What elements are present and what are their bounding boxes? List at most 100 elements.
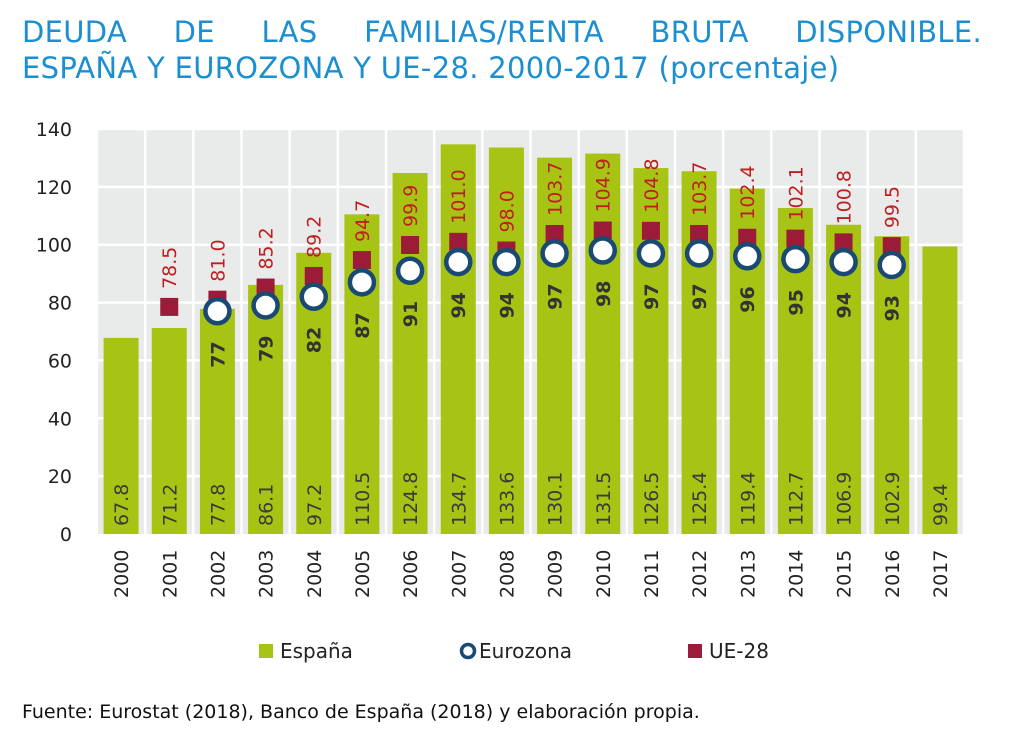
bar-espana [922, 246, 958, 534]
ue28-value-label: 101.0 [448, 169, 470, 223]
legend-swatch-eurozona [459, 642, 477, 660]
y-tick-label: 60 [48, 350, 72, 372]
ue28-value-label: 99.9 [400, 185, 422, 227]
ue28-marker [160, 297, 179, 316]
ue28-marker [593, 221, 612, 240]
eurozona-marker [347, 268, 377, 297]
bar-value-label: 124.8 [400, 472, 422, 526]
bar-value-label: 67.8 [111, 484, 133, 526]
eurozona-marker [829, 247, 858, 277]
eurozona-marker [492, 247, 521, 277]
bar-value-label: 130.1 [545, 472, 567, 526]
ue28-value-label: 78.5 [159, 247, 181, 289]
ue28-value-label: 104.8 [641, 158, 663, 212]
ue28-value-label: 98.0 [496, 190, 518, 232]
ue28-value-label: 99.5 [882, 186, 904, 228]
eurozona-marker [684, 239, 714, 268]
bar-espana [151, 328, 187, 534]
bar-value-label: 99.4 [930, 484, 952, 526]
ue28-marker [545, 225, 564, 244]
eurozona-value-label: 97 [689, 283, 711, 309]
eurozona-marker [251, 291, 280, 320]
ue28-value-label: 102.4 [737, 165, 759, 219]
y-tick-label: 20 [48, 466, 72, 488]
eurozona-marker [444, 247, 473, 277]
eurozona-value-label: 87 [352, 312, 374, 338]
bar-espana [488, 147, 524, 534]
eurozona-value-label: 95 [785, 289, 807, 315]
x-tick-label: 2005 [352, 550, 374, 598]
x-tick-label: 2010 [593, 550, 615, 598]
x-tick-label: 2013 [737, 550, 759, 598]
eurozona-value-label: 82 [304, 327, 326, 353]
eurozona-value-label: 94 [448, 292, 470, 318]
ue28-marker [882, 237, 901, 256]
ue28-value-label: 102.1 [785, 166, 807, 220]
ue28-marker [449, 232, 468, 251]
x-tick-label: 2003 [256, 550, 278, 598]
eurozona-value-label: 97 [545, 283, 567, 309]
ue28-marker [834, 233, 853, 252]
ue28-value-label: 104.9 [593, 158, 615, 212]
eurozona-marker [299, 282, 328, 312]
bar-espana [199, 308, 235, 534]
x-tick-label: 2011 [641, 550, 663, 598]
ue28-value-label: 81.0 [207, 239, 229, 281]
eurozona-marker [781, 244, 810, 274]
eurozona-value-label: 97 [641, 283, 663, 309]
chart-title: DEUDA DE LAS FAMILIAS/RENTA BRUTA DISPON… [22, 14, 982, 86]
eurozona-value-label: 77 [207, 341, 229, 367]
x-tick-label: 2007 [448, 550, 470, 598]
bar-value-label: 77.8 [207, 484, 229, 526]
eurozona-marker [540, 239, 569, 268]
x-tick-label: 2006 [400, 550, 422, 598]
ue28-marker [786, 229, 805, 248]
ue28-marker [690, 225, 709, 244]
bar-value-label: 119.4 [737, 472, 759, 526]
ue28-value-label: 103.7 [689, 162, 711, 216]
legend: España Eurozona UE-28 [259, 639, 769, 663]
y-tick-label: 140 [36, 119, 72, 141]
x-tick-label: 2004 [304, 550, 326, 598]
source-note: Fuente: Eurostat (2018), Banco de España… [22, 701, 700, 723]
ue28-value-label: 94.7 [352, 200, 374, 242]
bar-value-label: 126.5 [641, 472, 663, 526]
bar-value-label: 110.5 [352, 472, 374, 526]
x-tick-label: 2008 [496, 550, 518, 598]
chart-svg: 0 20 40 60 80 100 120 140 67.8 71.2 77.8 86.1 97.2 11… [36, 119, 966, 663]
eurozona-marker [636, 239, 666, 268]
legend-swatch-espana [259, 644, 273, 658]
bar-value-label: 125.4 [689, 472, 711, 526]
ue28-marker [304, 266, 323, 285]
eurozona-value-label: 79 [256, 335, 278, 361]
title-line-2: ESPAÑA Y EUROZONA Y UE-28. 2000-2017 (po… [22, 51, 840, 85]
x-tick-label: 2001 [159, 550, 181, 598]
bar-espana [248, 284, 284, 534]
legend-swatch-ue28 [688, 644, 702, 658]
bar-espana [103, 337, 139, 534]
x-tick-label: 2012 [689, 550, 711, 598]
x-tick-label: 2015 [834, 550, 856, 598]
legend-label-ue28: UE-28 [709, 639, 769, 663]
legend-label-espana: España [280, 639, 353, 663]
legend-label-eurozona: Eurozona [479, 639, 572, 663]
bar-espana [585, 153, 621, 534]
ue28-value-label: 89.2 [304, 216, 326, 258]
eurozona-marker [395, 256, 425, 285]
x-tick-label: 2002 [207, 550, 229, 598]
ue28-value-label: 100.8 [834, 170, 856, 224]
bar-espana [392, 172, 428, 534]
eurozona-marker [203, 297, 232, 326]
bar-value-label: 133.6 [496, 472, 518, 526]
eurozona-marker [588, 236, 617, 265]
eurozona-value-label: 91 [400, 301, 422, 327]
bar-value-label: 112.7 [785, 472, 807, 526]
title-line-1: DEUDA DE LAS FAMILIAS/RENTA BRUTA DISPON… [22, 15, 982, 49]
y-tick-label: 0 [60, 524, 72, 546]
bar-value-label: 86.1 [256, 484, 278, 526]
x-tick-label: 2000 [111, 550, 133, 598]
x-tick-label: 2014 [785, 550, 807, 598]
eurozona-value-label: 94 [834, 292, 856, 318]
ue28-value-label: 85.2 [256, 227, 278, 269]
bar-value-label: 134.7 [448, 472, 470, 526]
